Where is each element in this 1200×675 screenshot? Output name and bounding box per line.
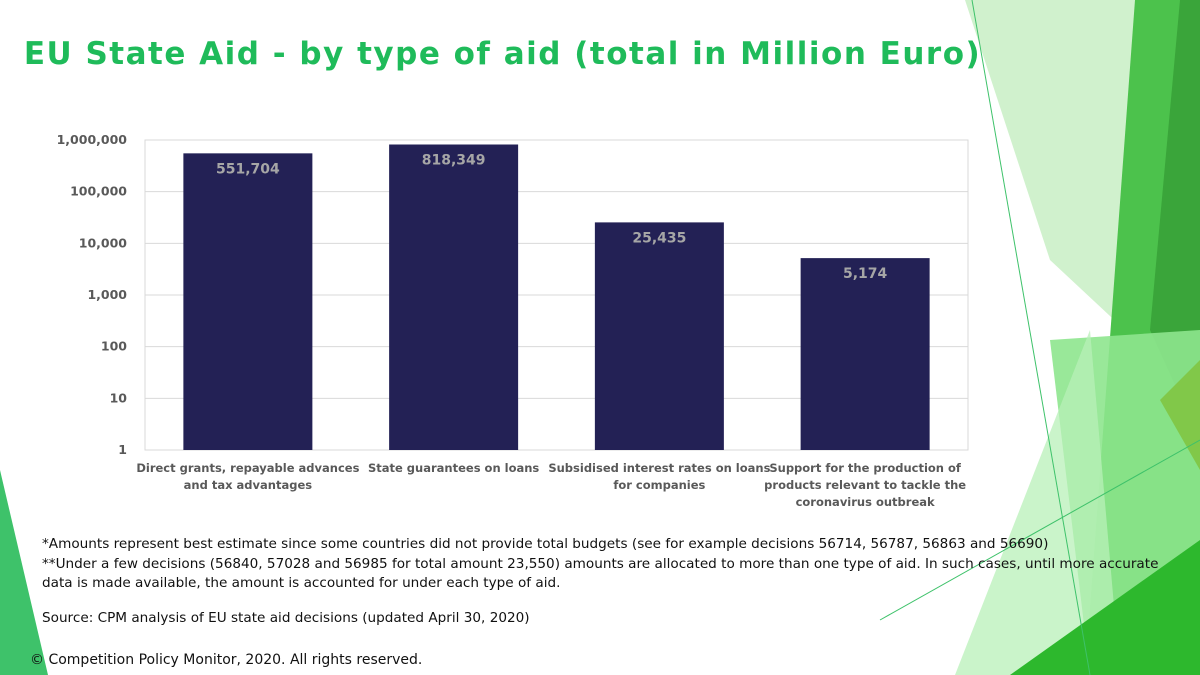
deco-line-2 [879,439,1200,621]
deco-shape-olive [1160,360,1200,470]
deco-shape-bottom-right [1010,540,1200,675]
bar [389,144,519,450]
x-category-label: and tax advantages [184,478,313,492]
data-label: 25,435 [632,230,686,246]
y-tick-label: 10,000 [79,235,128,250]
chart-title: EU State Aid - by type of aid (total in … [23,36,982,72]
data-label: 818,349 [422,152,486,168]
bar [800,258,930,450]
deco-shape-mid-green [1150,0,1200,440]
footnote-1: *Amounts represent best estimate since s… [42,536,1049,552]
deco-shape-left [0,470,48,675]
y-tick-label: 10 [110,390,128,405]
x-category-label: products relevant to tackle the [764,478,966,492]
x-category-label: coronavirus outbreak [796,495,935,509]
deco-shape-pale-lower [955,330,1120,675]
y-tick-label: 1,000,000 [57,132,128,147]
x-category-label: Direct grants, repayable advances [136,461,359,475]
x-category-label: State guarantees on loans [368,461,539,475]
y-tick-label: 100 [101,339,127,354]
source-note: Source: CPM analysis of EU state aid dec… [42,610,530,626]
bar [594,222,724,450]
deco-line-1 [971,0,1091,675]
data-label: 5,174 [843,266,888,282]
footnote-3: data is made available, the amount is ac… [42,575,561,591]
y-tick-label: 100,000 [70,184,127,199]
bar [183,153,313,450]
footnote-2: **Under a few decisions (56840, 57028 an… [42,556,1159,572]
y-tick-label: 1 [118,442,127,457]
x-category-label: for companies [613,478,705,492]
data-label: 551,704 [216,161,280,177]
y-tick-label: 1,000 [87,287,127,302]
x-category-label: Subsidised interest rates on loans [548,461,770,475]
x-category-label: Support for the production of [769,461,962,475]
copyright-notice: © Competition Policy Monitor, 2020. All … [30,652,423,668]
